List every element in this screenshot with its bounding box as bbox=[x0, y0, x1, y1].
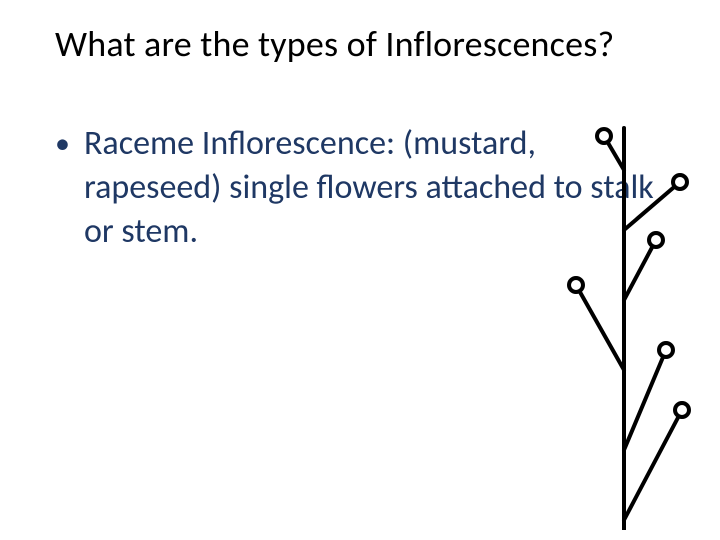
slide: What are the types of Inflorescences? • … bbox=[0, 0, 720, 540]
bullet-item: • Raceme Inflorescence: (mustard, rapese… bbox=[55, 122, 665, 254]
bullet-marker: • bbox=[55, 122, 70, 166]
body-text-block: • Raceme Inflorescence: (mustard, rapese… bbox=[55, 122, 665, 254]
bullet-text: Raceme Inflorescence: (mustard, rapeseed… bbox=[84, 122, 665, 254]
slide-title: What are the types of Inflorescences? bbox=[55, 22, 680, 66]
